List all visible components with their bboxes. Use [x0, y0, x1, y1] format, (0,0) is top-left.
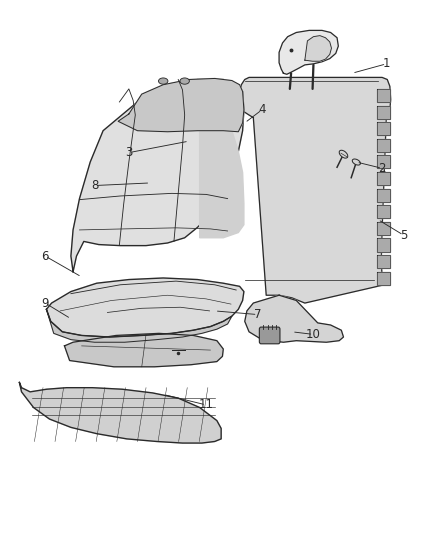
Text: 2: 2 [378, 162, 386, 175]
FancyBboxPatch shape [259, 327, 280, 344]
Text: 4: 4 [258, 103, 266, 116]
Polygon shape [71, 79, 244, 272]
Polygon shape [377, 106, 390, 118]
Polygon shape [118, 78, 244, 132]
Polygon shape [279, 30, 338, 74]
Polygon shape [377, 272, 390, 285]
Text: 1: 1 [383, 58, 390, 70]
Ellipse shape [339, 150, 348, 158]
Polygon shape [377, 172, 390, 185]
Polygon shape [377, 156, 390, 168]
Polygon shape [240, 77, 391, 303]
Text: 7: 7 [254, 308, 261, 321]
Text: 11: 11 [198, 399, 214, 411]
Polygon shape [19, 383, 221, 443]
Ellipse shape [352, 159, 360, 165]
Text: 6: 6 [42, 249, 49, 263]
Polygon shape [377, 139, 390, 152]
Polygon shape [46, 309, 232, 342]
Text: 8: 8 [91, 179, 98, 192]
Polygon shape [377, 222, 390, 235]
Polygon shape [46, 278, 244, 337]
Text: 5: 5 [400, 229, 407, 241]
Text: 3: 3 [125, 146, 133, 159]
Polygon shape [377, 205, 390, 219]
Polygon shape [305, 36, 332, 61]
Ellipse shape [180, 78, 189, 84]
Polygon shape [200, 79, 244, 238]
Polygon shape [377, 122, 390, 135]
Polygon shape [377, 89, 390, 102]
Polygon shape [64, 333, 223, 367]
Text: 9: 9 [42, 296, 49, 310]
Polygon shape [245, 295, 343, 342]
Polygon shape [377, 238, 390, 252]
Text: 10: 10 [306, 328, 321, 341]
Ellipse shape [159, 78, 168, 84]
Polygon shape [377, 255, 390, 268]
Polygon shape [377, 189, 390, 201]
